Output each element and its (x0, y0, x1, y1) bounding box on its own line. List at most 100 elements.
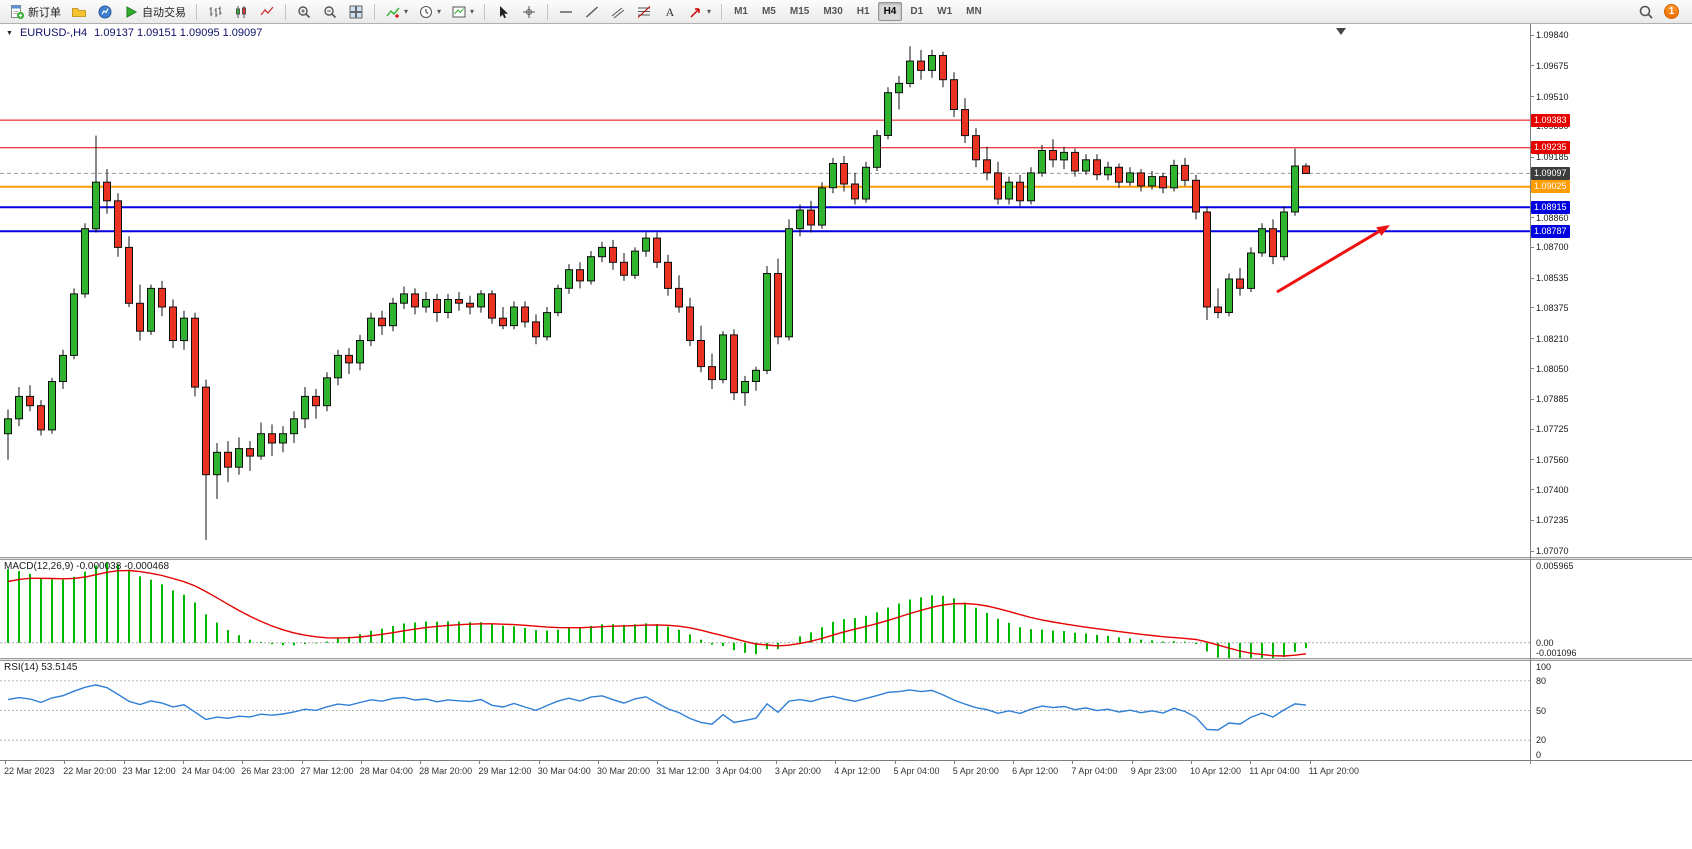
timeframe-mn-button[interactable]: MN (966, 6, 982, 17)
chevron-down-icon: ▾ (404, 6, 409, 16)
time-axis-border (0, 760, 1692, 761)
time-axis-tick (242, 761, 244, 764)
price-axis-tick (1530, 65, 1534, 67)
time-axis-tick (1072, 761, 1074, 764)
macd-scale-min: -0.001096 (1536, 648, 1577, 658)
horizontal-line-icon (560, 10, 573, 13)
price-axis-tick (1530, 398, 1534, 400)
rsi-scale-label: 100 (1536, 662, 1552, 672)
pane-splitter[interactable] (0, 557, 1692, 560)
search-icon[interactable] (1638, 4, 1654, 20)
time-axis-tick (1309, 761, 1311, 764)
time-axis-tick (1013, 761, 1015, 764)
rsi-scale-label: 20 (1536, 735, 1547, 746)
time-axis-label: 9 Apr 23:00 (1130, 766, 1177, 776)
time-axis-tick (538, 761, 540, 764)
rsi-line (7, 684, 1307, 731)
macd-scale-zero: 0.00 (1536, 637, 1554, 648)
bar-chart-icon (209, 6, 222, 17)
time-axis-tick (1250, 761, 1252, 764)
fibonacci-tool-button[interactable] (632, 2, 656, 22)
time-axis-tick (835, 761, 837, 764)
timeframe-m15-button[interactable]: M15 (789, 6, 810, 17)
macd-scale-max: 0.005965 (1536, 561, 1574, 571)
zoom-out-icon (324, 5, 337, 18)
rsi-scale-label: 0 (1536, 750, 1542, 760)
channel-tool-button[interactable] (606, 2, 630, 22)
auto-trading-label: 自动交易 (142, 6, 186, 19)
level-price-tag: 1.09025 (1531, 180, 1570, 194)
level-price-tag: 1.08787 (1531, 224, 1570, 238)
notification-badge[interactable]: 1 (1664, 4, 1679, 19)
pane-splitter[interactable] (0, 658, 1692, 661)
timeframe-d1-button[interactable]: D1 (910, 6, 924, 17)
profiles-button[interactable] (67, 2, 91, 22)
crosshair-button[interactable] (517, 2, 541, 22)
channel-icon (611, 7, 625, 18)
market-watch-button[interactable] (93, 2, 117, 22)
price-axis-label: 1.08210 (1536, 333, 1569, 344)
time-axis-label: 29 Mar 12:00 (478, 766, 532, 776)
timeframe-m5-button[interactable]: M5 (761, 6, 776, 17)
price-axis-tick (1530, 246, 1534, 248)
chevron-down-icon: ▾ (707, 6, 712, 16)
price-chart-canvas[interactable] (0, 24, 1530, 557)
time-axis-label: 31 Mar 12:00 (656, 766, 710, 776)
bar-chart-button[interactable] (203, 2, 227, 22)
time-axis[interactable]: 22 Mar 2023 22 Mar 20:00 23 Mar 12:00 24 Ma… (0, 760, 1692, 790)
time-axis-tick (953, 761, 955, 764)
candlestick-chart-button[interactable] (229, 2, 253, 22)
templates-button[interactable]: ▾ (447, 2, 478, 22)
arrows-tool-button[interactable]: ▾ (684, 2, 715, 22)
time-axis-tick (1131, 761, 1133, 764)
price-axis-label: 1.07235 (1536, 515, 1569, 526)
rsi-canvas[interactable] (0, 661, 1530, 760)
time-axis-label: 28 Mar 20:00 (419, 766, 473, 776)
play-icon (126, 5, 138, 18)
arrow-annotation[interactable] (1276, 225, 1390, 294)
level-price-tag: 1.09235 (1531, 141, 1570, 155)
timeframe-h4-button[interactable]: H4 (877, 2, 903, 21)
cursor-button[interactable] (491, 2, 515, 22)
timeframe-h1-button[interactable]: H1 (856, 6, 870, 17)
price-axis-label: 1.08860 (1536, 212, 1569, 223)
price-axis-tick (1530, 34, 1534, 36)
price-axis-label: 1.08700 (1536, 242, 1569, 253)
price-scale[interactable]: 1.098401.096751.095101.093501.091851.090… (1530, 24, 1692, 784)
time-axis-label: 22 Mar 20:00 (63, 766, 117, 776)
horizontal-line-tool-button[interactable] (554, 2, 578, 22)
macd-canvas[interactable] (0, 560, 1530, 658)
time-axis-label: 6 Apr 12:00 (1012, 766, 1059, 776)
line-chart-button[interactable] (255, 2, 279, 22)
profiles-folder-icon (72, 7, 86, 17)
timeframe-w1-button[interactable]: W1 (937, 6, 953, 17)
macd-signal-line (7, 569, 1307, 657)
timeframe-m30-button[interactable]: M30 (823, 6, 843, 17)
time-axis-tick (716, 761, 718, 764)
time-axis-label: 11 Apr 04:00 (1249, 766, 1300, 776)
price-axis-tick (1530, 519, 1534, 521)
time-axis-label: 3 Apr 04:00 (715, 766, 762, 776)
chart-title: ▼ EURUSD-,H4 1.09137 1.09151 1.09095 1.0… (6, 27, 262, 39)
svg-text:A: A (666, 5, 675, 19)
new-order-button[interactable]: 新订单 (5, 2, 65, 22)
tile-windows-icon (349, 5, 363, 18)
zoom-out-button[interactable] (318, 2, 342, 22)
rsi-scale-label: 50 (1536, 705, 1547, 716)
indicators-button[interactable]: ▾ (381, 2, 412, 22)
price-axis-tick (1530, 156, 1534, 158)
price-axis-label: 1.09840 (1536, 30, 1569, 40)
periods-button[interactable]: ▾ (414, 2, 445, 22)
time-axis-tick (5, 761, 6, 764)
text-tool-button[interactable]: A (658, 2, 682, 22)
tile-windows-button[interactable] (344, 2, 368, 22)
chart-shift-marker[interactable] (1336, 28, 1346, 35)
price-axis-tick (1530, 217, 1534, 219)
auto-trading-button[interactable]: 自动交易 (119, 2, 190, 22)
new-order-icon (11, 4, 24, 19)
timeframe-m1-button[interactable]: M1 (734, 6, 748, 17)
rsi-name: RSI(14) (4, 662, 39, 673)
zoom-in-button[interactable] (292, 2, 316, 22)
trendline-tool-button[interactable] (580, 2, 604, 22)
time-axis-tick (420, 761, 422, 764)
